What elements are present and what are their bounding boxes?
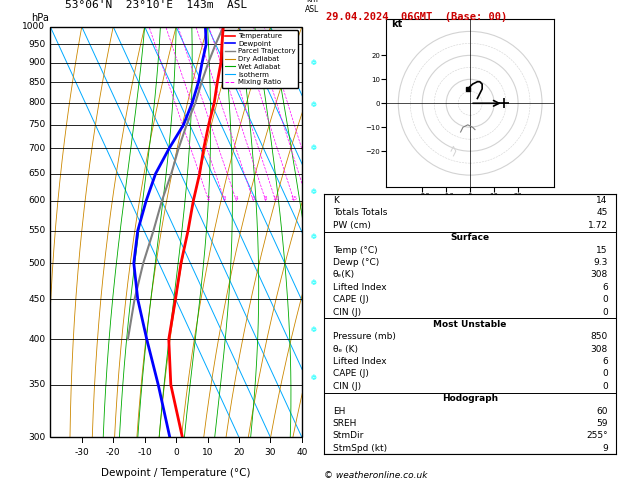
Text: Lifted Index: Lifted Index (333, 357, 386, 366)
Text: 450: 450 (28, 295, 45, 304)
Text: Lifted Index: Lifted Index (333, 283, 386, 292)
Text: 45: 45 (596, 208, 608, 217)
Text: -3: -3 (306, 144, 314, 153)
Text: Dewpoint / Temperature (°C): Dewpoint / Temperature (°C) (101, 468, 251, 478)
Text: SREH: SREH (333, 419, 357, 428)
Text: 6: 6 (252, 196, 255, 201)
Text: 350: 350 (28, 381, 45, 389)
Text: PW (cm): PW (cm) (333, 221, 370, 230)
Text: ❁: ❁ (311, 60, 316, 66)
Text: ❁: ❁ (311, 189, 316, 195)
Text: 950: 950 (28, 40, 45, 49)
Text: 60: 60 (596, 407, 608, 416)
Text: -4: -4 (306, 188, 314, 196)
Text: EH: EH (333, 407, 345, 416)
Text: -5: -5 (306, 232, 314, 242)
Text: 700: 700 (28, 144, 45, 153)
Text: ❁: ❁ (311, 145, 316, 152)
Text: 0: 0 (602, 308, 608, 316)
Text: -30: -30 (74, 448, 89, 457)
Text: θₑ(K): θₑ(K) (333, 270, 355, 279)
Text: 600: 600 (28, 196, 45, 206)
Text: 9: 9 (602, 444, 608, 453)
Text: 300: 300 (28, 433, 45, 442)
Text: kt: kt (391, 18, 403, 29)
Text: Temp (°C): Temp (°C) (333, 245, 377, 255)
Text: 1000: 1000 (22, 22, 45, 31)
Text: 20: 20 (233, 448, 245, 457)
Text: -1: -1 (306, 58, 314, 68)
Text: 800: 800 (28, 98, 45, 107)
Text: 6: 6 (602, 283, 608, 292)
Text: Totals Totals: Totals Totals (333, 208, 387, 217)
Text: km
ASL: km ASL (305, 0, 319, 15)
Text: 2: 2 (207, 196, 211, 201)
Text: 0: 0 (602, 382, 608, 391)
Text: hPa: hPa (31, 13, 49, 23)
Text: CAPE (J): CAPE (J) (333, 369, 369, 379)
Text: CAPE (J): CAPE (J) (333, 295, 369, 304)
Text: θₑ (K): θₑ (K) (333, 345, 358, 354)
Text: 0: 0 (602, 295, 608, 304)
Text: ❁: ❁ (311, 375, 316, 381)
Text: 0: 0 (602, 369, 608, 379)
Text: 308: 308 (591, 345, 608, 354)
Text: CIN (J): CIN (J) (333, 382, 361, 391)
Text: 59: 59 (596, 419, 608, 428)
Text: 550: 550 (28, 226, 45, 235)
Text: Dewp (°C): Dewp (°C) (333, 258, 379, 267)
Text: K: K (333, 196, 338, 205)
Text: -10: -10 (137, 448, 152, 457)
Text: ❁: ❁ (311, 280, 316, 286)
Text: -7: -7 (306, 326, 314, 334)
Text: LCL: LCL (305, 43, 319, 52)
Text: 53°06'N  23°10'E  143m  ASL: 53°06'N 23°10'E 143m ASL (65, 0, 247, 10)
Text: 8: 8 (264, 196, 267, 201)
Text: ❁: ❁ (311, 234, 316, 240)
Text: 9.3: 9.3 (593, 258, 608, 267)
Legend: Temperature, Dewpoint, Parcel Trajectory, Dry Adiabat, Wet Adiabat, Isotherm, Mi: Temperature, Dewpoint, Parcel Trajectory… (222, 30, 298, 88)
Text: 15: 15 (596, 245, 608, 255)
Text: CIN (J): CIN (J) (333, 308, 361, 316)
Text: ❁: ❁ (311, 327, 316, 333)
Text: 850: 850 (591, 332, 608, 341)
Text: Pressure (mb): Pressure (mb) (333, 332, 396, 341)
Text: 900: 900 (28, 58, 45, 67)
Text: 308: 308 (591, 270, 608, 279)
Text: 6: 6 (602, 357, 608, 366)
Text: -6: -6 (306, 278, 314, 287)
Text: 29.04.2024  06GMT  (Base: 00): 29.04.2024 06GMT (Base: 00) (326, 12, 507, 22)
Text: Most Unstable: Most Unstable (433, 320, 507, 329)
Text: 255°: 255° (586, 432, 608, 440)
Text: 14: 14 (596, 196, 608, 205)
Text: Surface: Surface (450, 233, 490, 242)
Text: 0: 0 (173, 448, 179, 457)
Text: 10: 10 (202, 448, 213, 457)
Text: StmDir: StmDir (333, 432, 364, 440)
Text: 3: 3 (223, 196, 226, 201)
Text: ❁: ❁ (311, 102, 316, 108)
Text: 400: 400 (28, 335, 45, 344)
Text: Mixing Ratio (g/kg): Mixing Ratio (g/kg) (353, 192, 362, 272)
Text: 650: 650 (28, 169, 45, 178)
Text: Hodograph: Hodograph (442, 394, 498, 403)
Text: -20: -20 (106, 448, 121, 457)
Text: 850: 850 (28, 78, 45, 87)
Text: 500: 500 (28, 259, 45, 268)
Text: -8: -8 (306, 374, 314, 382)
Text: 750: 750 (28, 121, 45, 129)
Text: © weatheronline.co.uk: © weatheronline.co.uk (324, 471, 428, 480)
Text: 40: 40 (296, 448, 308, 457)
Text: 15: 15 (291, 196, 298, 201)
Text: 10: 10 (272, 196, 279, 201)
Text: 1.72: 1.72 (587, 221, 608, 230)
Text: 4: 4 (235, 196, 238, 201)
Text: -2: -2 (306, 101, 314, 109)
Text: 30: 30 (265, 448, 276, 457)
Text: StmSpd (kt): StmSpd (kt) (333, 444, 387, 453)
